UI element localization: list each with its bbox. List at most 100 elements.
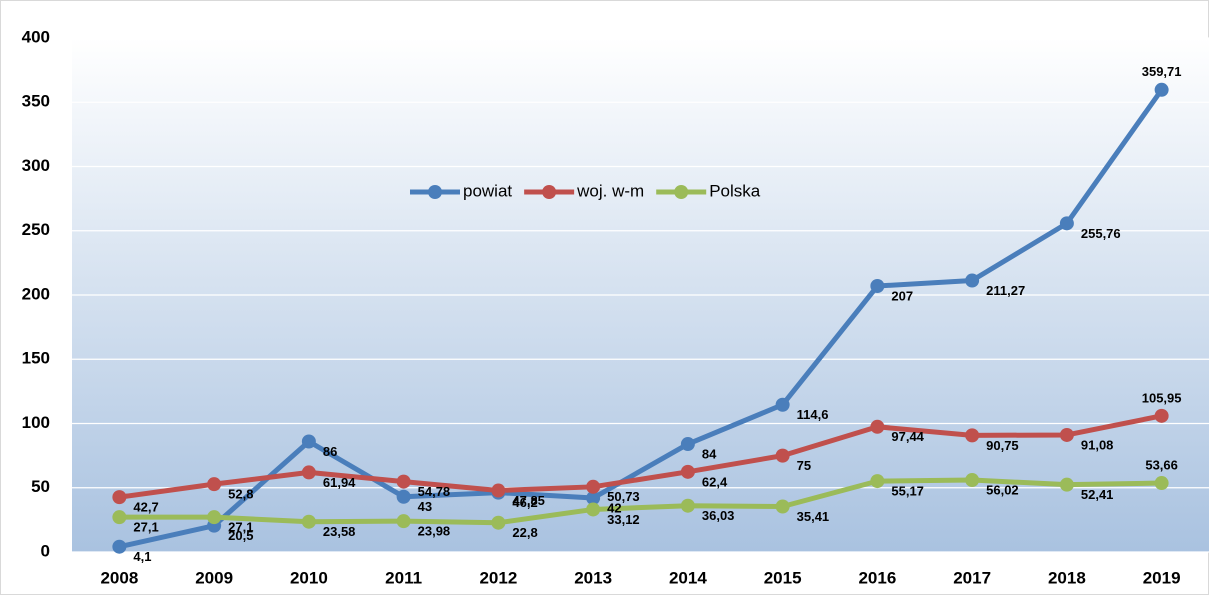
- data-label: 84: [702, 446, 717, 461]
- legend-marker: [428, 185, 442, 199]
- data-point: [870, 419, 885, 434]
- data-point: [1059, 477, 1074, 492]
- data-point: [112, 539, 127, 554]
- data-label: 207: [891, 288, 913, 303]
- data-point: [301, 434, 316, 449]
- data-point: [207, 477, 222, 492]
- data-label: 211,27: [986, 283, 1025, 298]
- data-label: 52,41: [1081, 487, 1114, 502]
- x-tick-label: 2011: [385, 568, 422, 587]
- data-label: 105,95: [1142, 390, 1182, 405]
- data-point: [491, 483, 506, 498]
- data-label: 53,66: [1145, 457, 1178, 472]
- data-label: 61,94: [323, 475, 356, 490]
- data-point: [775, 397, 790, 412]
- data-label: 86: [323, 444, 337, 459]
- data-point: [491, 515, 506, 530]
- data-point: [586, 479, 601, 494]
- data-label: 54,78: [418, 484, 451, 499]
- x-tick-label: 2009: [195, 568, 233, 587]
- y-tick-label: 100: [22, 413, 50, 432]
- x-tick-label: 2008: [100, 568, 138, 587]
- data-point: [112, 510, 127, 525]
- data-point: [112, 490, 127, 505]
- y-tick-label: 50: [31, 477, 50, 496]
- data-label: 114,6: [797, 407, 829, 422]
- series-line: [118, 88, 1164, 550]
- data-point: [680, 498, 695, 513]
- data-label: 42: [607, 500, 621, 515]
- data-point: [301, 465, 316, 480]
- data-point: [396, 514, 411, 529]
- data-label: 20,5: [228, 528, 253, 543]
- legend-label: woj. w-m: [576, 181, 644, 200]
- data-label: 36,03: [702, 508, 735, 523]
- x-tick-label: 2019: [1143, 568, 1181, 587]
- y-tick-label: 200: [22, 284, 50, 303]
- y-tick-label: 300: [22, 156, 50, 175]
- legend-label: powiat: [463, 181, 512, 200]
- data-label: 42,7: [133, 500, 158, 515]
- data-label: 23,58: [323, 524, 356, 539]
- y-tick-label: 150: [22, 349, 50, 368]
- data-label: 46,2: [512, 495, 537, 510]
- data-point: [207, 510, 222, 525]
- data-point: [1154, 408, 1169, 423]
- data-point: [586, 502, 601, 517]
- data-point: [965, 473, 980, 488]
- data-label: 255,76: [1081, 226, 1121, 241]
- series-line: [119, 477, 1162, 526]
- data-point: [396, 474, 411, 489]
- data-label: 55,17: [891, 484, 924, 499]
- data-point: [586, 491, 601, 506]
- data-label: 91,08: [1081, 437, 1114, 452]
- data-point: [870, 474, 885, 489]
- data-point: [680, 437, 695, 452]
- x-tick-label: 2010: [290, 568, 328, 587]
- data-label: 33,12: [607, 512, 640, 527]
- series-line: [119, 413, 1163, 500]
- y-tick-label: 250: [22, 220, 50, 239]
- data-point: [870, 279, 885, 294]
- data-label: 35,41: [797, 509, 830, 524]
- x-tick-label: 2012: [479, 568, 517, 587]
- data-label: 43: [418, 499, 432, 514]
- data-point: [775, 499, 790, 514]
- data-label: 50,73: [607, 489, 640, 504]
- data-point: [396, 489, 411, 504]
- data-label: 22,8: [512, 525, 537, 540]
- data-point: [965, 428, 980, 443]
- data-point: [1059, 216, 1074, 231]
- data-label: 62,4: [702, 474, 728, 489]
- x-tick-label: 2017: [953, 568, 991, 587]
- x-tick-label: 2014: [669, 568, 707, 587]
- x-tick-label: 2015: [764, 568, 802, 587]
- data-label: 97,44: [891, 429, 924, 444]
- legend-marker: [674, 185, 689, 199]
- data-label: 90,75: [986, 438, 1019, 453]
- data-label: 27,1: [133, 520, 158, 535]
- data-label: 75: [797, 458, 811, 473]
- y-tick-label: 400: [22, 27, 50, 46]
- data-label: 56,02: [986, 482, 1019, 497]
- y-tick-label: 350: [22, 92, 50, 111]
- data-label: 4,1: [133, 549, 151, 564]
- data-label: 47,85: [512, 493, 545, 508]
- data-label: 52,8: [228, 487, 253, 502]
- data-point: [301, 514, 316, 529]
- y-tick-label: 0: [41, 541, 50, 560]
- data-point: [1154, 82, 1169, 97]
- x-tick-label: 2013: [574, 568, 612, 587]
- data-point: [1059, 427, 1074, 442]
- data-label: 27,1: [228, 520, 253, 535]
- data-point: [775, 448, 790, 463]
- data-point: [1154, 476, 1169, 491]
- legend-marker: [542, 185, 557, 199]
- data-point: [965, 273, 980, 288]
- data-point: [680, 464, 695, 479]
- legend-label: Polska: [709, 181, 761, 200]
- x-tick-label: 2016: [858, 568, 896, 587]
- data-label: 359,71: [1142, 64, 1182, 79]
- data-label: 23,98: [418, 524, 451, 539]
